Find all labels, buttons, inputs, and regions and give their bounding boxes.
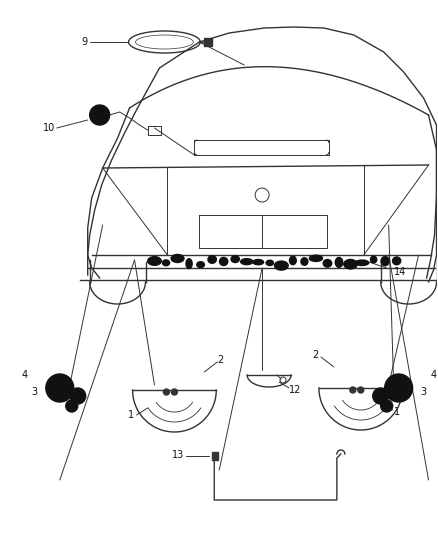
Ellipse shape: [253, 260, 264, 265]
Ellipse shape: [219, 257, 228, 265]
Ellipse shape: [208, 256, 216, 263]
Ellipse shape: [323, 260, 332, 267]
Text: 3: 3: [420, 387, 427, 397]
Ellipse shape: [171, 254, 184, 262]
Ellipse shape: [290, 256, 296, 265]
Circle shape: [90, 105, 110, 125]
Circle shape: [385, 374, 413, 402]
Ellipse shape: [186, 259, 192, 269]
Text: 4: 4: [22, 370, 28, 380]
Ellipse shape: [301, 258, 308, 265]
Text: 14: 14: [394, 267, 406, 277]
Bar: [204, 38, 212, 46]
Text: 13: 13: [172, 450, 184, 460]
Ellipse shape: [240, 259, 253, 265]
Text: 10: 10: [42, 123, 55, 133]
Circle shape: [70, 388, 86, 404]
Bar: [212, 452, 218, 460]
Text: 12: 12: [289, 385, 301, 395]
Circle shape: [350, 387, 356, 393]
Circle shape: [46, 374, 74, 402]
Ellipse shape: [266, 260, 273, 265]
Ellipse shape: [275, 261, 288, 270]
Ellipse shape: [355, 260, 369, 265]
Ellipse shape: [197, 262, 205, 268]
Circle shape: [381, 400, 393, 412]
Circle shape: [66, 400, 78, 412]
Circle shape: [373, 388, 389, 404]
Ellipse shape: [148, 257, 161, 265]
Circle shape: [358, 387, 364, 393]
Text: 1: 1: [394, 407, 400, 417]
Ellipse shape: [344, 260, 357, 269]
Ellipse shape: [231, 256, 239, 263]
Ellipse shape: [392, 257, 401, 265]
Text: 2: 2: [313, 350, 319, 360]
Ellipse shape: [371, 256, 377, 263]
Circle shape: [163, 389, 170, 395]
Ellipse shape: [162, 260, 170, 265]
Text: 2: 2: [217, 355, 223, 365]
Text: 1: 1: [128, 410, 134, 420]
Text: 3: 3: [32, 387, 38, 397]
Text: 9: 9: [81, 37, 88, 47]
Ellipse shape: [309, 255, 322, 261]
Circle shape: [171, 389, 177, 395]
Text: 4: 4: [431, 370, 437, 380]
Ellipse shape: [335, 257, 343, 267]
Ellipse shape: [381, 256, 389, 265]
